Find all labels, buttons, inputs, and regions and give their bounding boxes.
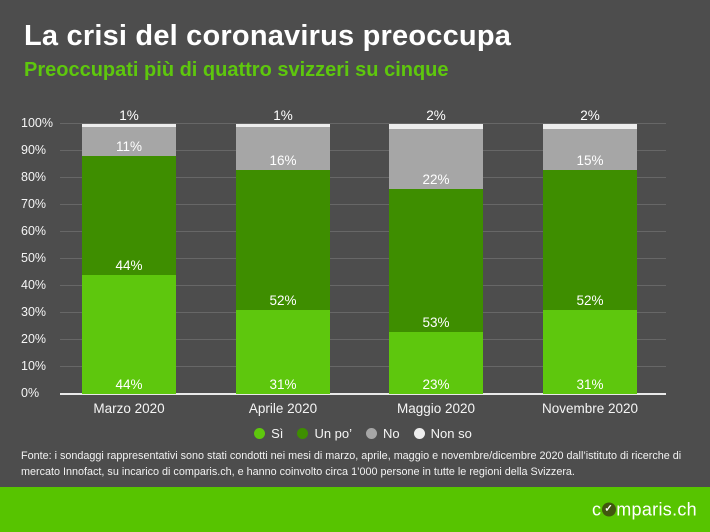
category-label-aprile-2020: Aprile 2020 xyxy=(248,401,318,416)
comparis-check-icon: ✓ xyxy=(601,502,616,517)
logo-text-pre: c xyxy=(591,499,602,519)
value-label-aprile-2020-si: 31% xyxy=(269,377,297,392)
value-label-novembre-2020-si: 31% xyxy=(576,377,604,392)
value-label-maggio-2020-un-po: 53% xyxy=(422,314,450,330)
value-label-novembre-2020-no: 15% xyxy=(576,152,604,168)
y-tick-label-80: 80% xyxy=(21,170,47,184)
legend-dot-icon xyxy=(413,428,425,439)
gridline-20 xyxy=(60,339,666,340)
segment-marzo-2020-non-so xyxy=(82,124,176,127)
segment-maggio-2020-si xyxy=(389,331,483,394)
y-tick-label-10: 10% xyxy=(21,359,47,373)
segment-novembre-2020-si xyxy=(543,310,637,394)
source-note: Fonte: i sondaggi rappresentativi sono s… xyxy=(21,450,682,478)
segment-marzo-2020-no xyxy=(82,126,176,157)
value-label-maggio-2020-non-so: 2% xyxy=(426,108,446,123)
bar-novembre-2020: 31% 52% 15% 2% xyxy=(543,108,637,394)
y-tick-label-100: 100% xyxy=(21,116,53,130)
value-label-maggio-2020-no: 22% xyxy=(422,171,450,187)
value-label-marzo-2020-si: 44% xyxy=(115,377,143,392)
plot-area: 44% 44% 11% 1% 31% 52% 16% 1% 23% 53% 22% 2% 31% 52% 1… xyxy=(60,108,666,395)
legend-item-non-so: Non so xyxy=(413,426,472,441)
segment-aprile-2020-un-po xyxy=(236,169,330,311)
gridline-30 xyxy=(60,312,666,313)
y-tick-label-70: 70% xyxy=(21,197,47,211)
x-axis-baseline xyxy=(60,393,666,395)
legend-dot-icon xyxy=(254,428,266,439)
legend-dot-icon xyxy=(366,428,378,439)
y-tick-label-50: 50% xyxy=(21,251,47,265)
segment-marzo-2020-un-po xyxy=(82,156,176,276)
gridline-50 xyxy=(60,258,666,259)
segment-maggio-2020-non-so xyxy=(389,124,483,130)
gridline-90 xyxy=(60,150,666,151)
gridline-10 xyxy=(60,366,666,367)
value-label-marzo-2020-un-po: 44% xyxy=(115,258,143,274)
page-subtitle: Preoccupati più di quattro svizzeri su c… xyxy=(24,59,449,82)
bar-maggio-2020: 23% 53% 22% 2% xyxy=(389,108,483,394)
legend-label: No xyxy=(383,426,400,441)
header: La crisi del coronavirus preoccupa Preoc… xyxy=(24,20,694,81)
chart-legend: Sì Un po’ No Non so xyxy=(60,426,666,441)
y-tick-label-90: 90% xyxy=(21,143,47,157)
value-label-marzo-2020-non-so: 1% xyxy=(119,108,139,123)
y-tick-label-60: 60% xyxy=(21,224,47,238)
value-label-aprile-2020-no: 16% xyxy=(269,152,297,168)
legend-dot-icon xyxy=(297,428,309,439)
category-label-marzo-2020: Marzo 2020 xyxy=(93,401,165,416)
gridline-80 xyxy=(60,177,666,178)
bar-aprile-2020: 31% 52% 16% 1% xyxy=(236,108,330,394)
logo-text-post: mparis.ch xyxy=(616,499,697,519)
y-tick-label-0: 0% xyxy=(21,386,40,400)
legend-item-un-po: Un po’ xyxy=(297,426,352,441)
segment-marzo-2020-si xyxy=(82,275,176,394)
segment-maggio-2020-no xyxy=(389,129,483,189)
segment-aprile-2020-no xyxy=(236,126,330,170)
legend-label: Sì xyxy=(271,426,284,441)
y-tick-label-40: 40% xyxy=(21,278,47,292)
segment-novembre-2020-no xyxy=(543,129,637,170)
legend-item-no: No xyxy=(366,426,400,441)
value-label-aprile-2020-un-po: 52% xyxy=(269,293,297,309)
value-label-maggio-2020-si: 23% xyxy=(422,377,450,392)
segment-novembre-2020-non-so xyxy=(543,124,637,130)
value-label-novembre-2020-non-so: 2% xyxy=(580,108,600,123)
segment-aprile-2020-non-so xyxy=(236,124,330,127)
category-label-maggio-2020: Maggio 2020 xyxy=(396,401,476,416)
value-label-aprile-2020-non-so: 1% xyxy=(273,108,293,123)
legend-item-si: Sì xyxy=(254,426,283,441)
value-label-novembre-2020-un-po: 52% xyxy=(576,293,604,309)
gridline-40 xyxy=(60,285,666,286)
segment-novembre-2020-un-po xyxy=(543,169,637,311)
brand-banner: c ✓ mparis.ch xyxy=(0,487,710,532)
y-tick-label-20: 20% xyxy=(21,332,47,346)
page-title: La crisi del coronavirus preoccupa xyxy=(24,20,512,52)
legend-label: Non so xyxy=(430,426,472,441)
bar-marzo-2020: 44% 44% 11% 1% xyxy=(82,108,176,394)
segment-maggio-2020-un-po xyxy=(389,188,483,332)
gridline-70 xyxy=(60,204,666,205)
y-tick-label-30: 30% xyxy=(21,305,47,319)
comparis-logo: c ✓ mparis.ch xyxy=(592,499,697,520)
value-label-marzo-2020-no: 11% xyxy=(115,139,143,155)
gridline-100 xyxy=(60,123,666,124)
segment-aprile-2020-si xyxy=(236,310,330,394)
legend-label: Un po’ xyxy=(314,426,353,441)
gridline-60 xyxy=(60,231,666,232)
category-label-novembre-2020: Novembre 2020 xyxy=(541,401,639,416)
